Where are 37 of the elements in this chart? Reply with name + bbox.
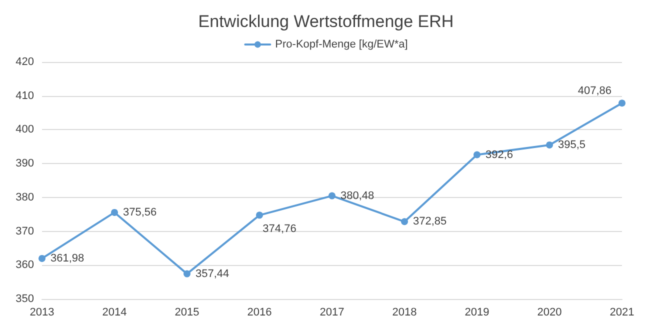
x-tick-label: 2018 <box>392 306 417 318</box>
y-tick-label: 360 <box>16 259 34 272</box>
y-tick-label: 350 <box>16 293 34 305</box>
x-tick-label: 2021 <box>610 306 634 318</box>
y-tick-label: 380 <box>16 191 34 204</box>
point <box>38 254 46 262</box>
x-tick-label: 2020 <box>537 306 562 318</box>
data-label: 407,86 <box>578 85 612 98</box>
point <box>111 208 118 216</box>
x-tick-label: 2013 <box>30 306 54 318</box>
data-label: 357,44 <box>196 268 230 280</box>
point <box>328 192 336 200</box>
data-label: 392,6 <box>486 148 514 161</box>
y-tick-label: 410 <box>16 90 34 102</box>
legend-label: Pro-Kopf-Menge [kg/EW*a] <box>275 38 408 50</box>
data-label: 380,48 <box>340 190 374 202</box>
point <box>546 141 553 148</box>
point <box>618 100 626 107</box>
y-tick-label: 370 <box>16 225 34 238</box>
data-label: 395,5 <box>558 138 586 151</box>
data-label: 372,85 <box>413 216 447 228</box>
x-tick-label: 2016 <box>247 306 272 318</box>
y-tick-label: 390 <box>16 158 34 170</box>
point <box>401 218 408 226</box>
x-tick-label: 2015 <box>174 306 200 318</box>
y-tick-label: 400 <box>16 124 34 136</box>
point <box>474 151 480 158</box>
point <box>256 212 263 219</box>
x-tick-label: 2019 <box>464 306 490 318</box>
data-label: 375,56 <box>123 206 157 218</box>
data-label: 374,76 <box>262 223 296 236</box>
y-tick-label: 420 <box>16 56 34 68</box>
x-tick-label: 2014 <box>102 306 127 318</box>
data-label: 361,98 <box>50 252 84 264</box>
point <box>184 270 190 278</box>
chart-title: Entwicklung Wertstoffmenge ERH <box>198 12 454 31</box>
x-tick-label: 2017 <box>320 306 344 318</box>
